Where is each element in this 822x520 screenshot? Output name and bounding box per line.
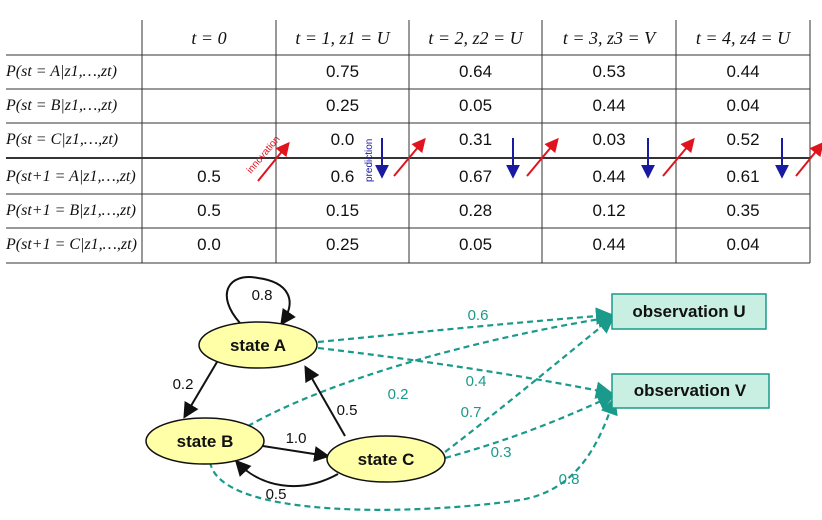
table-cell: 0.03: [592, 130, 626, 149]
table-cell: 0.52: [726, 130, 760, 149]
emission-a-v: [317, 346, 614, 399]
label-c-u: 0.7: [461, 404, 482, 421]
table-cell: 0.5: [197, 167, 221, 186]
table-cell: 0.15: [325, 201, 360, 220]
observation-u-label: observation U: [632, 302, 745, 321]
row-label-st1-b: P(st+1 = B|z1,…,zt): [6, 202, 136, 219]
table-cell: [142, 123, 276, 157]
row-label-st-c: P(st = C|z1,…,zt): [6, 131, 119, 148]
state-a-label: state A: [230, 336, 286, 355]
table-cell: 0.64: [458, 62, 493, 81]
table-cell: 0.53: [592, 62, 626, 81]
emission-c-v: [444, 393, 616, 460]
emission-b-u: [247, 310, 616, 427]
table-cell: 0.04: [726, 96, 760, 115]
label-c-b: 0.5: [266, 486, 287, 503]
table-cell: 0.5: [197, 201, 221, 220]
table-cell: 0.12: [592, 201, 626, 220]
table-cell: 0.05: [458, 235, 493, 254]
table-cell: 0.0: [197, 235, 221, 254]
table-cell: 0.31: [458, 130, 493, 149]
emission-b-v: [208, 396, 618, 511]
label-b-c: 1.0: [286, 430, 307, 447]
row-label-st1-c: P(st+1 = C|z1,…,zt): [6, 236, 137, 253]
table-cell: 0.35: [726, 201, 760, 220]
emission-c-u: [444, 315, 615, 453]
table-cell: 0.44: [592, 167, 626, 186]
table-cell: 0.25: [325, 96, 360, 115]
header-t1: t = 1, z1 = U: [295, 28, 390, 48]
table-cell: 0.61: [726, 167, 760, 186]
table-cell: 0.04: [726, 235, 760, 254]
table-cell: 0.44: [592, 235, 626, 254]
label-a-v: 0.4: [466, 373, 487, 390]
row-label-st-a: P(st = A|z1,…,zt): [6, 63, 117, 80]
header-t4: t = 4, z4 = U: [695, 28, 791, 48]
observation-v: observation V: [611, 373, 770, 409]
transition-b-c: [249, 443, 331, 462]
observation-v-label: observation V: [634, 381, 747, 400]
state-b: state B: [145, 417, 265, 465]
label-c-a: 0.5: [337, 402, 358, 419]
label-c-v: 0.3: [491, 444, 512, 461]
label-a-self: 0.8: [252, 287, 273, 304]
state-b-label: state B: [177, 432, 234, 451]
transition-arrows: [183, 276, 346, 487]
header-t3: t = 3, z3 = V: [562, 28, 656, 48]
table-cell: 0.75: [325, 62, 360, 81]
table-cell: 0.28: [458, 201, 493, 220]
table-cell: [142, 89, 276, 123]
label-b-u: 0.2: [388, 386, 409, 403]
state-a: state A: [198, 321, 318, 369]
state-c: state C: [326, 435, 446, 483]
table-cell: [142, 55, 276, 89]
state-c-label: state C: [358, 450, 415, 469]
row-label-st1-a: P(st+1 = A|z1,…,zt): [6, 168, 136, 185]
header-t2: t = 2, z2 = U: [428, 28, 523, 48]
transition-c-b: [234, 459, 339, 487]
label-b-v: 0.8: [559, 471, 580, 488]
table-cell: 0.05: [458, 96, 493, 115]
emission-a-u: [317, 307, 614, 344]
table-cell: 0.44: [726, 62, 760, 81]
row-label-st-b: P(st = B|z1,…,zt): [6, 97, 118, 114]
table-cell: 0.67: [458, 167, 493, 186]
label-a-u: 0.6: [468, 307, 489, 324]
table-cell: 0.0: [330, 130, 355, 149]
table-cell: 0.44: [592, 96, 626, 115]
transition-a-b: [183, 361, 218, 419]
table-cell: 0.6: [330, 167, 355, 186]
header-t0: t = 0: [191, 28, 227, 48]
label-a-b: 0.2: [173, 376, 194, 393]
observation-u: observation U: [611, 293, 767, 330]
transition-c-a: [304, 365, 346, 437]
emission-arrows: [208, 307, 618, 511]
table-cell: 0.25: [325, 235, 360, 254]
transition-a-self: [225, 276, 296, 326]
